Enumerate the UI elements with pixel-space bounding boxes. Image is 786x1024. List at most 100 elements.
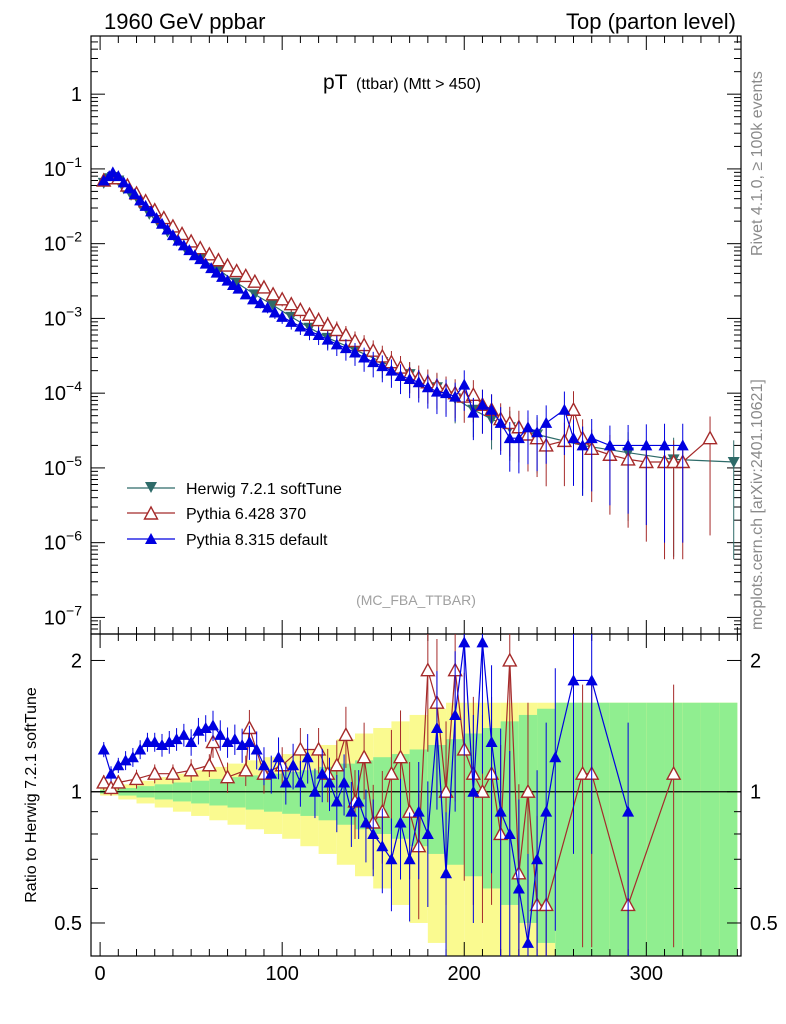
legend-entry-herwig: Herwig 7.2.1 softTune [127,481,342,498]
ratio-point-pythia8 [228,733,241,745]
main-point-pythia6 [238,267,254,283]
main-point-pythia8 [558,403,571,415]
ratio-point-pythia8 [458,636,471,648]
main-point-pythia8 [161,223,174,235]
ratio-band-green [300,770,319,816]
ratio-point-pythia8 [279,776,292,788]
main-point-pythia8 [521,421,534,433]
ratio-point-pythia6 [329,757,345,772]
ratio-point-pythia6 [128,770,145,786]
main-point-pythia8 [123,182,136,194]
ratio-band-green [227,777,246,808]
ratio-point-pythia8 [394,816,407,828]
main-point-pythia8 [503,432,516,444]
ratio-point-pythia8 [512,882,525,894]
main-point-pythia6 [210,252,227,267]
legend: Herwig 7.2.1 softTune Pythia 6.428 370 P… [127,481,342,549]
ratio-band-green [628,702,647,956]
main-point-pythia8 [117,176,130,188]
ratio-point-pythia6 [292,741,309,756]
side-label-rivet: Rivet 4.1.0, ≥ 100k events [749,71,766,256]
legend-label-pythia8: Pythia 8.315 default [186,532,328,549]
ratio-point-pythia8 [359,816,372,828]
x-tick-label: 300 [630,963,663,985]
ratio-point-pythia8 [148,736,161,748]
ratio-point-pythia8 [170,733,183,745]
main-point-pythia8 [430,385,443,397]
x-tick-label: 100 [265,963,298,985]
main-point-pythia8 [512,432,525,444]
ratio-point-pythia8 [294,776,307,788]
main-point-pythia8 [367,356,380,368]
ratio-point-pythia6 [183,762,199,777]
main-point-pythia6 [219,257,236,272]
main-point-pythia8 [239,288,252,300]
main-point-pythia8 [268,306,281,318]
main-ytick-label: 10−3 [44,303,82,330]
main-point-pythia6 [228,263,245,278]
ratio-point-pythia8 [403,853,416,865]
ratio-point-pythia8 [265,767,278,779]
ratio-point-pythia8 [421,827,434,839]
ratio-series-layer [96,634,682,956]
main-point-pythia6 [247,273,263,288]
ratio-ytick-label-left: 0.5 [54,913,82,935]
ratio-point-pythia6 [438,783,454,798]
ratio-point-pythia8 [323,776,336,788]
ratio-point-pythia8 [385,853,398,865]
ratio-point-pythia8 [287,759,300,771]
main-point-pythia8 [330,338,343,350]
main-series-layer [96,166,740,560]
x-tick-label: 200 [448,963,481,985]
ratio-point-pythia6 [219,769,236,784]
ratio-point-pythia8 [467,785,480,797]
ratio-point-pythia6 [110,774,126,789]
main-point-pythia8 [106,166,119,178]
ratio-y-axis-label: Ratio to Herwig 7.2.1 softTune [23,687,40,903]
main-point-pythia8 [254,297,267,309]
ratio-series-pythia8 [97,634,635,956]
ratio-point-pythia8 [185,736,198,748]
main-point-pythia8 [232,282,245,294]
ratio-point-pythia8 [221,736,234,748]
ratio-point-pythia8 [376,840,389,852]
ratio-point-pythia8 [412,805,425,817]
main-point-pythia6 [274,291,290,306]
main-point-pythia8 [622,439,635,451]
ratio-ytick-label-left: 2 [71,650,82,672]
ratio-point-pythia8 [163,736,176,748]
legend-label-herwig: Herwig 7.2.1 softTune [186,481,342,498]
ratio-point-pythia6 [420,662,436,677]
ratio-point-pythia8 [105,767,118,779]
ratio-plot-frame [90,633,742,957]
main-point-pythia8 [440,387,453,399]
ratio-point-pythia6 [96,774,112,789]
main-ytick-label: 10−6 [44,528,82,555]
ratio-point-pythia6 [147,765,163,780]
main-point-pythia6 [265,286,281,301]
ratio-band-green [700,702,720,956]
main-point-pythia8 [166,229,179,241]
ratio-point-pythia6 [338,726,354,742]
main-point-pythia8 [216,270,229,282]
main-point-pythia8 [188,249,201,261]
main-axis-ticks: 10−7 10−6 10−5 10−4 10−3 10−2 10−1 1 [44,35,741,635]
ratio-ytick-label-right: 0.5 [750,913,778,935]
main-point-pythia8 [139,199,152,211]
ratio-band-green [245,775,264,810]
main-line-herwig [103,176,734,463]
main-point-herwig [727,456,740,468]
legend-marker-pythia8 [145,533,157,544]
main-point-pythia8 [339,342,352,354]
main-ytick-label: 10−7 [44,602,82,629]
main-point-pythia8 [585,432,598,444]
header-left: 1960 GeV ppbar [104,9,265,34]
main-point-pythia8 [640,439,653,451]
main-point-pythia8 [394,369,407,381]
ratio-point-pythia8 [540,805,553,817]
plot-title-sub: (ttbar) (Mtt > 450) [356,76,481,93]
ratio-point-pythia6 [665,765,682,780]
main-point-pythia8 [303,324,316,336]
main-point-pythia8 [567,432,580,444]
main-point-pythia8 [312,329,325,340]
